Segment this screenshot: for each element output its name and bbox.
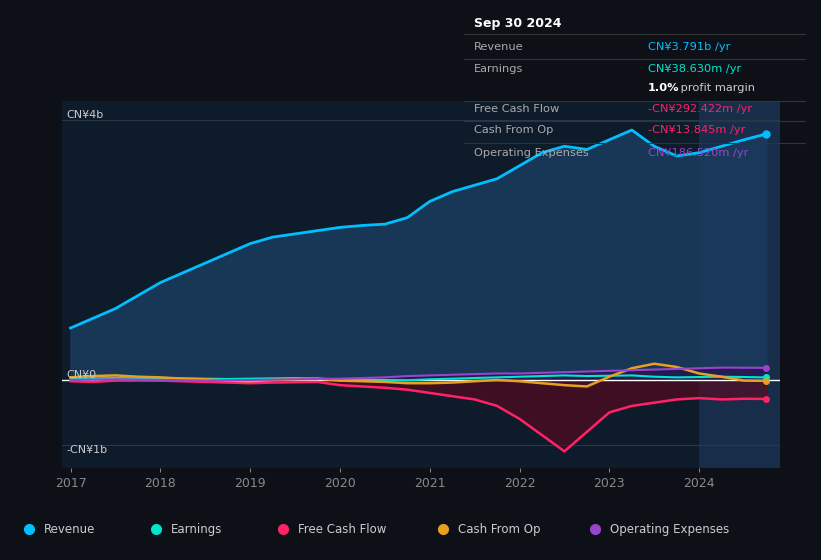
- Text: Free Cash Flow: Free Cash Flow: [298, 522, 387, 536]
- Text: profit margin: profit margin: [677, 83, 754, 93]
- Text: Sep 30 2024: Sep 30 2024: [474, 17, 562, 30]
- Text: Cash From Op: Cash From Op: [458, 522, 540, 536]
- Bar: [699, 101, 821, 468]
- Text: Earnings: Earnings: [171, 522, 222, 536]
- Text: -CN¥1b: -CN¥1b: [66, 445, 108, 455]
- Text: CN¥38.630m /yr: CN¥38.630m /yr: [648, 64, 741, 74]
- Text: Cash From Op: Cash From Op: [474, 125, 553, 135]
- Text: CN¥0: CN¥0: [66, 370, 96, 380]
- Text: Revenue: Revenue: [474, 42, 524, 52]
- Text: Free Cash Flow: Free Cash Flow: [474, 104, 559, 114]
- Text: CN¥4b: CN¥4b: [66, 110, 103, 120]
- Text: CN¥3.791b /yr: CN¥3.791b /yr: [648, 42, 730, 52]
- Text: 1.0%: 1.0%: [648, 83, 679, 93]
- Text: Operating Expenses: Operating Expenses: [610, 522, 729, 536]
- Text: CN¥186.520m /yr: CN¥186.520m /yr: [648, 148, 748, 158]
- Text: -CN¥292.422m /yr: -CN¥292.422m /yr: [648, 104, 752, 114]
- Text: Operating Expenses: Operating Expenses: [474, 148, 589, 158]
- Text: -CN¥13.845m /yr: -CN¥13.845m /yr: [648, 125, 745, 135]
- Text: Revenue: Revenue: [44, 522, 95, 536]
- Text: Earnings: Earnings: [474, 64, 524, 74]
